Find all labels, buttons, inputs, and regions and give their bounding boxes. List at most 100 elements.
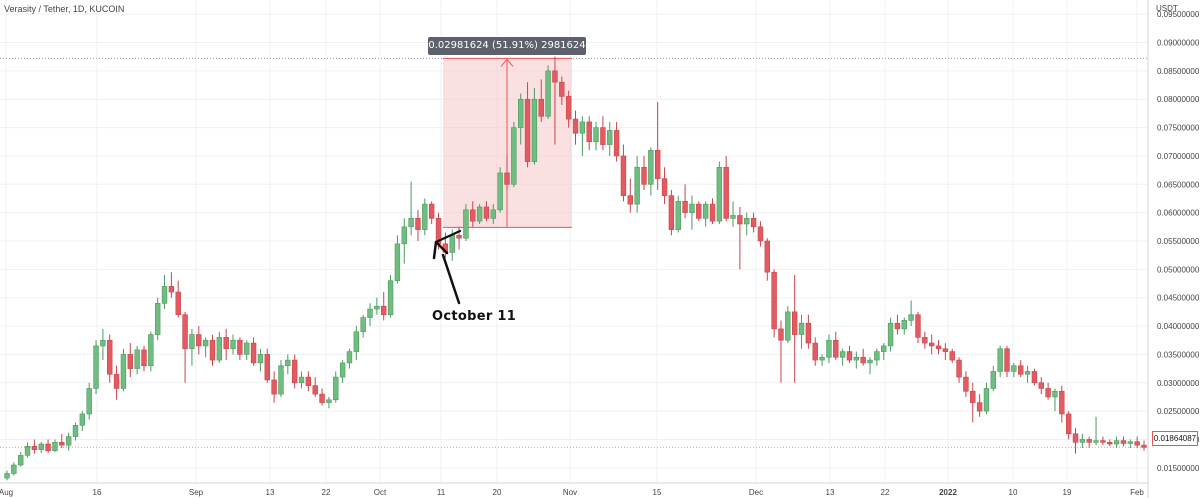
candle-down xyxy=(415,218,421,230)
candle-up xyxy=(901,320,907,330)
candle-up xyxy=(394,243,401,281)
candle-up xyxy=(79,413,86,426)
x-tick-label: 13 xyxy=(266,488,275,497)
y-tick-label: 0.08500000 xyxy=(1157,67,1200,76)
candle-down xyxy=(175,291,181,316)
x-tick-label: Nov xyxy=(563,488,577,497)
candle-down xyxy=(1018,365,1024,375)
candle-up xyxy=(161,286,168,304)
candle-down xyxy=(1045,388,1051,398)
x-tick-label: 15 xyxy=(653,488,662,497)
x-tick-label: 13 xyxy=(826,488,835,497)
candle-down xyxy=(627,195,633,205)
candle-up xyxy=(360,317,366,333)
candle-up xyxy=(648,149,654,185)
y-tick-label: 0.06500000 xyxy=(1157,180,1200,189)
candle-up xyxy=(346,351,353,364)
candle-down xyxy=(31,445,38,450)
candle-down xyxy=(271,379,277,395)
candle-up xyxy=(100,339,106,347)
y-tick-label: 0.03000000 xyxy=(1157,379,1200,388)
candle-up xyxy=(1079,439,1086,443)
y-tick-label: 0.05500000 xyxy=(1157,237,1200,246)
candle-up xyxy=(374,305,380,310)
candle-up xyxy=(326,399,332,403)
candle-up xyxy=(826,339,832,358)
candle-up xyxy=(387,280,394,316)
candle-down xyxy=(956,359,962,378)
candle-up xyxy=(689,203,695,213)
candle-up xyxy=(4,473,10,479)
candle-down xyxy=(223,337,229,350)
x-tick-label: 22 xyxy=(881,488,890,497)
candle-down xyxy=(319,393,325,403)
candle-down xyxy=(250,342,257,364)
candle-down xyxy=(107,339,113,375)
candle-up xyxy=(367,308,373,318)
y-tick-label: 0.09500000 xyxy=(1157,10,1200,19)
x-tick-label: Feb xyxy=(1130,488,1144,497)
candle-down xyxy=(661,178,668,196)
candle-down xyxy=(654,149,661,179)
y-tick-label: 0.07500000 xyxy=(1157,124,1200,133)
candle-down xyxy=(805,322,812,344)
candle-down xyxy=(305,376,312,386)
candle-up xyxy=(24,445,31,456)
candle-up xyxy=(593,127,599,143)
candle-down xyxy=(949,351,955,361)
candle-up xyxy=(490,209,497,219)
candle-up xyxy=(134,349,140,369)
candle-up xyxy=(839,351,846,358)
x-tick-label: 19 xyxy=(1063,488,1072,497)
x-tick-label: 22 xyxy=(322,488,331,497)
candle-up xyxy=(401,226,407,245)
candle-up xyxy=(333,376,339,401)
candle-up xyxy=(18,455,24,466)
candle-down xyxy=(1072,433,1079,443)
candle-up xyxy=(449,235,455,253)
candle-down xyxy=(764,240,770,273)
candle-up xyxy=(1113,440,1120,445)
annotation-arrow-tail xyxy=(434,229,462,244)
candle-down xyxy=(922,337,928,344)
candle-up xyxy=(730,215,736,219)
candle-up xyxy=(422,203,428,230)
candle-up xyxy=(230,339,236,350)
candle-down xyxy=(970,390,976,403)
candle-down xyxy=(59,442,65,446)
candle-down xyxy=(696,203,702,219)
candle-up xyxy=(545,70,551,117)
candle-down xyxy=(428,203,435,219)
candle-down xyxy=(182,314,188,350)
candle-down xyxy=(127,354,133,369)
candle-down xyxy=(196,334,202,347)
candle-down xyxy=(860,356,866,364)
currency-label: USDT xyxy=(1156,4,1178,13)
annotation-arrow-head xyxy=(432,240,449,260)
candle-down xyxy=(723,166,729,219)
candle-down xyxy=(1086,439,1092,443)
candle-up xyxy=(38,443,44,450)
candle-down xyxy=(613,130,620,157)
x-tick-label: Oct xyxy=(374,488,387,497)
candle-down xyxy=(709,203,716,222)
x-tick-label: 20 xyxy=(493,488,502,497)
candle-up xyxy=(476,206,483,222)
candle-up xyxy=(1093,440,1099,443)
candle-down xyxy=(524,98,531,162)
candle-up xyxy=(408,218,414,228)
candle-up xyxy=(607,130,613,145)
candle-down xyxy=(737,215,743,225)
candle-up xyxy=(881,345,887,352)
candle-down xyxy=(1059,390,1065,415)
candle-down xyxy=(456,235,462,239)
candle-down xyxy=(381,305,387,316)
y-tick-label: 0.03500000 xyxy=(1157,350,1200,359)
candle-up xyxy=(990,371,997,389)
candle-down xyxy=(791,311,798,335)
candle-up xyxy=(1024,371,1031,375)
candle-down xyxy=(778,328,784,341)
october-annotation-label: October 11 xyxy=(432,309,517,324)
